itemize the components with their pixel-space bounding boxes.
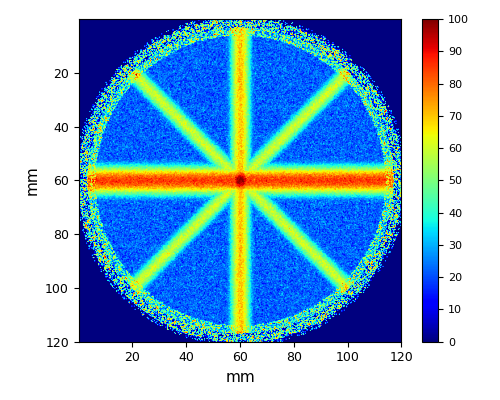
X-axis label: mm: mm: [225, 370, 255, 385]
Y-axis label: mm: mm: [24, 166, 40, 195]
